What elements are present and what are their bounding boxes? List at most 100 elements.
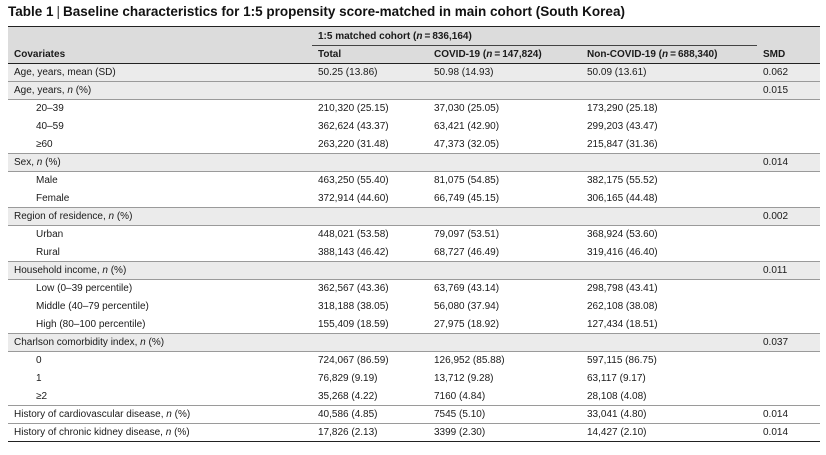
header-covid: COVID-19 (n = 147,824) <box>428 45 581 64</box>
row-cci-1: 1 76,829 (9.19) 13,712 (9.28) 63,117 (9.… <box>8 369 820 388</box>
header-noncovid-n-symbol: n <box>662 49 669 60</box>
cell-smd <box>757 297 820 316</box>
label-unit: (%) <box>171 409 191 420</box>
header-noncovid-prefix: Non-COVID-19 ( <box>587 49 662 60</box>
header-total: Total <box>312 45 428 64</box>
label-n-symbol: n <box>102 265 108 276</box>
cell-covid: 126,952 (85.88) <box>428 351 581 370</box>
cell-total <box>312 333 428 352</box>
baseline-characteristics-table: 1:5 matched cohort (n = 836,164) Covaria… <box>8 26 820 442</box>
cell-label: Male <box>8 171 312 190</box>
cell-smd: 0.062 <box>757 63 820 82</box>
table-caption: Table 1 | Baseline characteristics for 1:5… <box>8 4 625 19</box>
cell-total: 724,067 (86.59) <box>312 351 428 370</box>
row-age-20-39: 20–39 210,320 (25.15) 37,030 (25.05) 173… <box>8 99 820 118</box>
label-text: History of cardiovascular disease, <box>14 409 167 420</box>
cell-label: Sex, n (%) <box>8 153 312 172</box>
cell-noncovid: 28,108 (4.08) <box>581 387 757 406</box>
table-label: Table 1 <box>8 4 54 19</box>
cell-total: 318,188 (38.05) <box>312 297 428 316</box>
row-age-40-59: 40–59 362,624 (43.37) 63,421 (42.90) 299… <box>8 117 820 136</box>
cell-noncovid: 63,117 (9.17) <box>581 369 757 388</box>
cell-covid: 7160 (4.84) <box>428 387 581 406</box>
label-n-symbol: n <box>165 427 172 438</box>
row-kidney-disease-history: History of chronic kidney disease, n (%)… <box>8 423 820 442</box>
cell-covid: 37,030 (25.05) <box>428 99 581 118</box>
label-n-symbol: n <box>108 211 115 222</box>
cell-smd <box>757 315 820 334</box>
cell-covid: 81,075 (54.85) <box>428 171 581 190</box>
spanner-blank-cell <box>8 26 312 46</box>
label-n-symbol: n <box>166 409 172 420</box>
cell-covid: 79,097 (53.51) <box>428 225 581 244</box>
label-text: Charlson comorbidity index, <box>14 337 141 348</box>
label-unit: (%) <box>107 265 127 276</box>
cell-label: 0 <box>8 351 312 370</box>
cell-label: Middle (40–79 percentile) <box>8 297 312 316</box>
spanner-blank-cell-right <box>757 26 820 46</box>
cell-total <box>312 153 428 172</box>
cell-total <box>312 207 428 226</box>
cell-noncovid: 50.09 (13.61) <box>581 63 757 82</box>
cell-noncovid: 173,290 (25.18) <box>581 99 757 118</box>
cell-covid: 47,373 (32.05) <box>428 135 581 154</box>
cell-noncovid <box>581 261 757 280</box>
cell-noncovid: 306,165 (44.48) <box>581 189 757 208</box>
label-text: History of chronic kidney disease, <box>14 427 166 438</box>
cell-label: 1 <box>8 369 312 388</box>
cell-total: 372,914 (44.60) <box>312 189 428 208</box>
cell-smd <box>757 369 820 388</box>
cell-covid: 13,712 (9.28) <box>428 369 581 388</box>
row-household-income: Household income, n (%) 0.011 <box>8 261 820 280</box>
cell-smd: 0.014 <box>757 153 820 172</box>
cell-covid <box>428 153 581 172</box>
row-cci-0: 0 724,067 (86.59) 126,952 (85.88) 597,11… <box>8 351 820 370</box>
row-income-high: High (80–100 percentile) 155,409 (18.59)… <box>8 315 820 334</box>
header-noncovid: Non-COVID-19 (n = 688,340) <box>581 45 757 64</box>
cell-label: History of chronic kidney disease, n (%) <box>8 423 312 442</box>
cell-smd: 0.037 <box>757 333 820 352</box>
matched-cohort-spanner: 1:5 matched cohort (n = 836,164) <box>312 26 757 46</box>
cell-covid: 56,080 (37.94) <box>428 297 581 316</box>
header-covid-n-symbol: n <box>486 49 493 60</box>
row-age-60-plus: ≥60 263,220 (31.48) 47,373 (32.05) 215,8… <box>8 135 820 154</box>
cell-noncovid: 215,847 (31.36) <box>581 135 757 154</box>
row-age-mean: Age, years, mean (SD) 50.25 (13.86) 50.9… <box>8 63 820 82</box>
label-text: Age, years, <box>14 85 68 96</box>
row-region: Region of residence, n (%) 0.002 <box>8 207 820 226</box>
row-income-middle: Middle (40–79 percentile) 318,188 (38.05… <box>8 297 820 316</box>
cell-covid <box>428 333 581 352</box>
cell-covid: 66,749 (45.15) <box>428 189 581 208</box>
cell-covid <box>428 261 581 280</box>
cell-noncovid: 368,924 (53.60) <box>581 225 757 244</box>
cell-label: 40–59 <box>8 117 312 136</box>
header-smd: SMD <box>757 45 820 64</box>
label-text: Region of residence, <box>14 211 109 222</box>
cell-noncovid: 14,427 (2.10) <box>581 423 757 442</box>
cell-label: History of cardiovascular disease, n (%) <box>8 405 312 424</box>
label-n-symbol: n <box>36 157 43 168</box>
cell-noncovid: 33,041 (4.80) <box>581 405 757 424</box>
cell-covid: 7545 (5.10) <box>428 405 581 424</box>
cell-smd: 0.014 <box>757 423 820 442</box>
cell-total: 35,268 (4.22) <box>312 387 428 406</box>
cell-noncovid: 319,416 (46.40) <box>581 243 757 262</box>
cell-label: Low (0–39 percentile) <box>8 279 312 298</box>
label-unit: (%) <box>114 211 133 222</box>
row-male: Male 463,250 (55.40) 81,075 (54.85) 382,… <box>8 171 820 190</box>
cell-noncovid <box>581 333 757 352</box>
cell-noncovid: 299,203 (43.47) <box>581 117 757 136</box>
cell-smd <box>757 243 820 262</box>
cell-label: Female <box>8 189 312 208</box>
cell-smd <box>757 135 820 154</box>
cell-noncovid <box>581 153 757 172</box>
cell-total: 388,143 (46.42) <box>312 243 428 262</box>
cell-noncovid <box>581 81 757 100</box>
cell-covid <box>428 207 581 226</box>
header-noncovid-suffix: = 688,340) <box>668 49 718 60</box>
cell-smd <box>757 225 820 244</box>
header-covid-suffix: = 147,824) <box>492 49 542 60</box>
cell-label: Age, years, mean (SD) <box>8 63 312 82</box>
spanner-n-symbol: n <box>416 30 423 42</box>
cell-label: Age, years, n (%) <box>8 81 312 100</box>
